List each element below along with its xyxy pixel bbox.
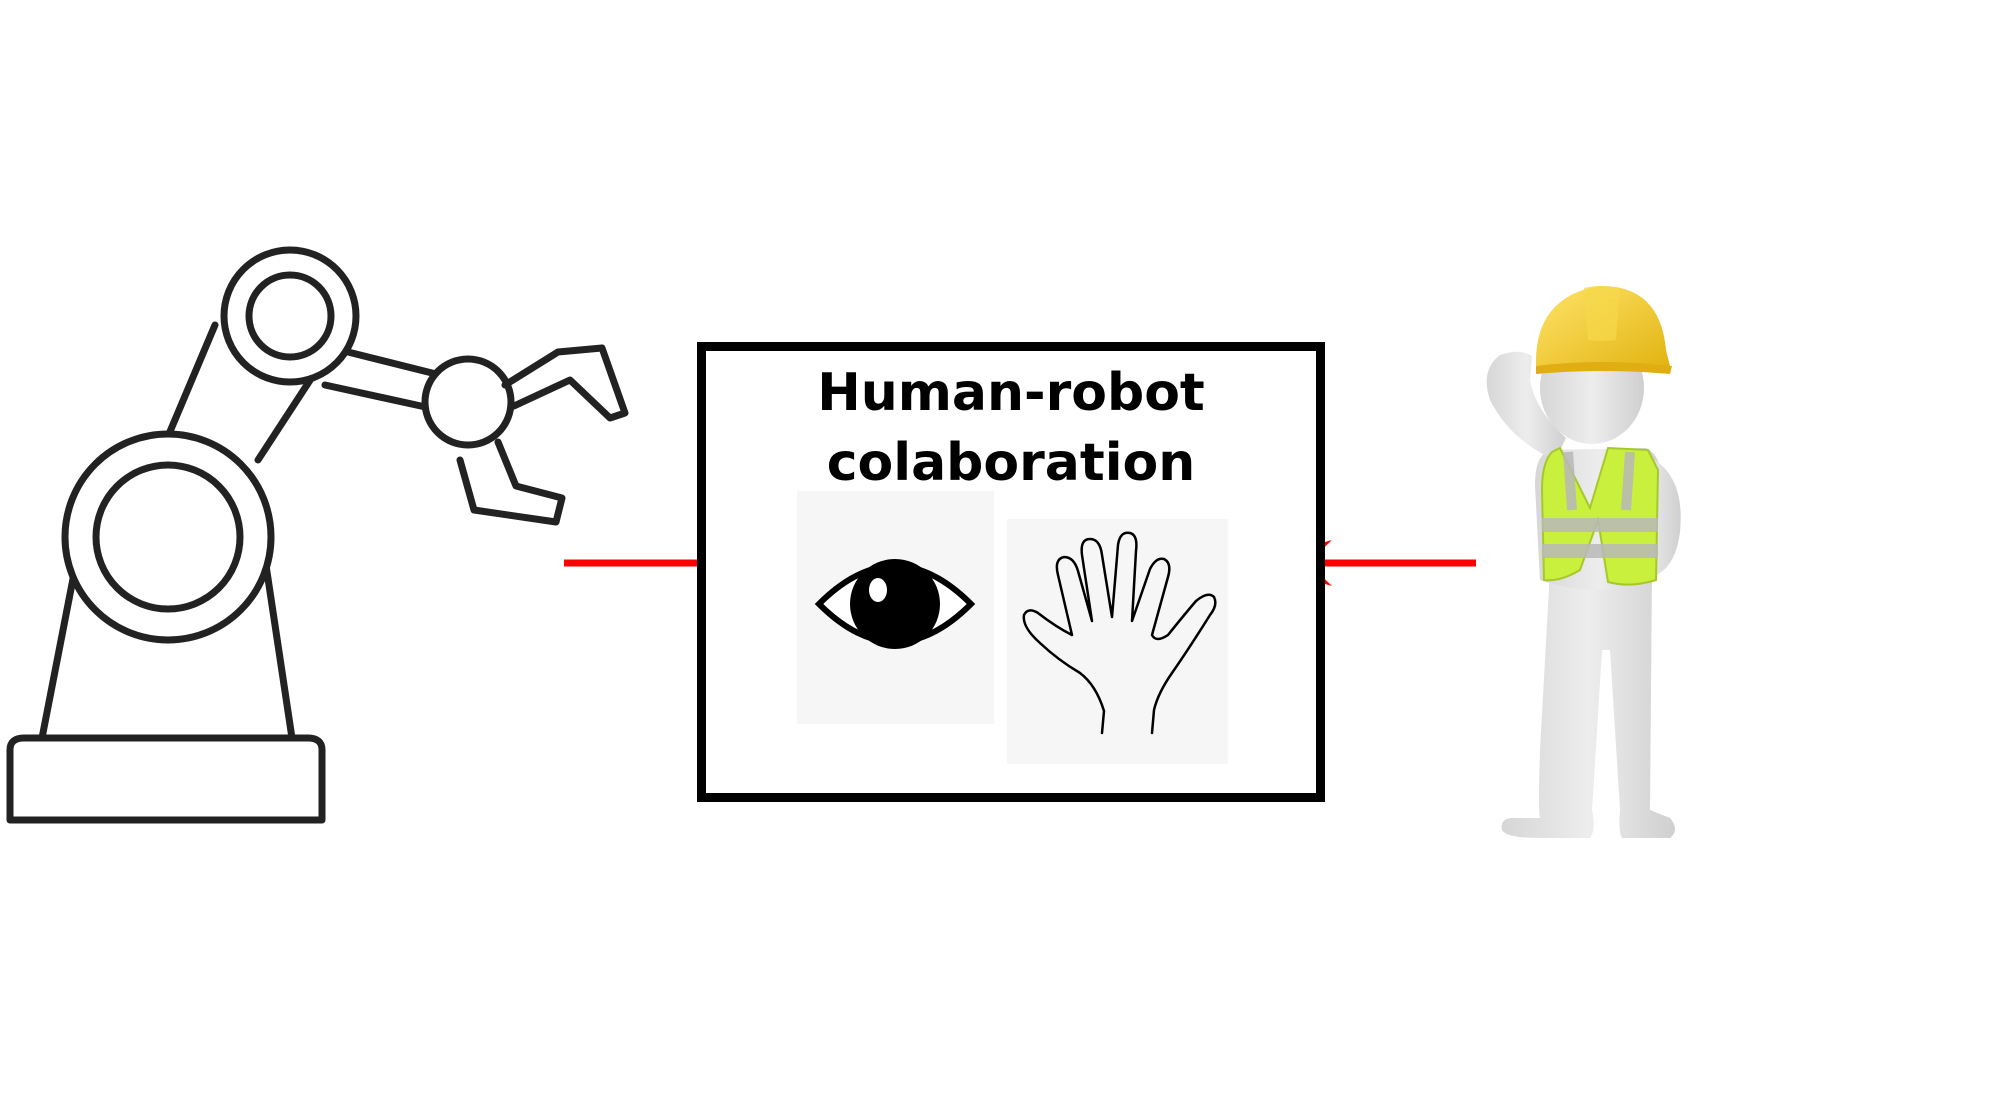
robot-arm-icon <box>6 246 629 824</box>
box-title: Human-robot colaboration <box>697 358 1325 498</box>
construction-worker-icon <box>1486 285 1681 838</box>
eye-icon <box>814 559 976 649</box>
title-line-1: Human-robot <box>817 363 1205 423</box>
hand-icon <box>1022 531 1217 735</box>
title-line-2: colaboration <box>826 433 1196 493</box>
